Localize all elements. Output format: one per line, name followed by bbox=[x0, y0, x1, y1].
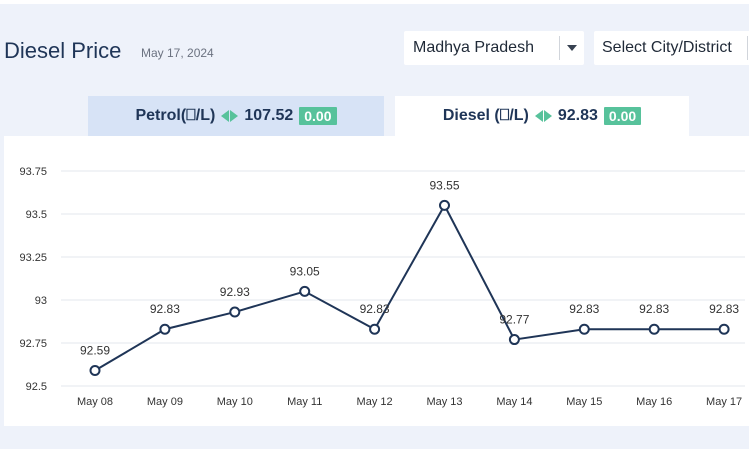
x-tick-label: May 12 bbox=[357, 396, 393, 408]
data-point bbox=[508, 334, 520, 346]
y-tick-label: 93.25 bbox=[19, 252, 47, 264]
x-tick-label: May 08 bbox=[77, 396, 113, 408]
x-tick-label: May 09 bbox=[147, 396, 183, 408]
city-select-placeholder: Select City/District bbox=[602, 39, 732, 56]
data-label: 92.93 bbox=[220, 285, 250, 299]
data-point bbox=[89, 365, 101, 377]
x-tick-label: May 13 bbox=[426, 396, 462, 408]
top-divider bbox=[0, 0, 749, 4]
tab-diesel-label: Diesel (⎕/L) bbox=[442, 107, 529, 124]
tab-petrol[interactable]: Petrol(⎕/L) 107.52 0.00 bbox=[88, 96, 384, 136]
data-label: 92.83 bbox=[150, 302, 180, 316]
data-point bbox=[299, 285, 311, 297]
data-label: 92.77 bbox=[499, 313, 529, 327]
price-date: May 17, 2024 bbox=[141, 46, 214, 60]
data-point bbox=[369, 323, 381, 335]
page-title: Diesel Price bbox=[4, 38, 122, 63]
data-label: 92.83 bbox=[709, 302, 739, 316]
price-change-arrows-icon bbox=[534, 110, 552, 122]
price-change-arrows-icon bbox=[221, 110, 239, 122]
tab-petrol-change-badge: 0.00 bbox=[299, 107, 337, 125]
price-line-chart: 92.5 92.75 93 93.25 93.5 93.75 May 08 May 09 May… bbox=[19, 166, 745, 408]
y-tick-label: 92.5 bbox=[26, 381, 47, 393]
data-point bbox=[648, 323, 660, 335]
data-point bbox=[578, 323, 590, 335]
chart-panel: 92.5 92.75 93 93.25 93.5 93.75 May 08 May 09 May… bbox=[4, 136, 749, 426]
x-tick-label: May 10 bbox=[217, 396, 253, 408]
city-select[interactable]: Select City/District bbox=[594, 31, 749, 65]
data-label: 92.83 bbox=[569, 302, 599, 316]
y-tick-label: 93.75 bbox=[19, 166, 47, 178]
data-label: 92.83 bbox=[360, 302, 390, 316]
bottom-band bbox=[0, 426, 749, 449]
data-point bbox=[718, 323, 730, 335]
data-point bbox=[439, 199, 450, 211]
tab-petrol-label: Petrol(⎕/L) bbox=[135, 107, 216, 124]
select-separator bbox=[747, 36, 748, 60]
data-point bbox=[159, 323, 171, 335]
y-tick-label: 93 bbox=[35, 295, 47, 307]
x-tick-label: May 11 bbox=[287, 396, 322, 408]
y-tick-label: 92.75 bbox=[19, 338, 47, 350]
x-tick-label: May 15 bbox=[566, 396, 602, 408]
state-select-value: Madhya Pradesh bbox=[413, 39, 534, 56]
y-tick-label: 93.5 bbox=[26, 209, 47, 221]
data-label: 93.55 bbox=[429, 178, 459, 192]
select-separator bbox=[559, 36, 560, 60]
x-tick-label: May 17 bbox=[706, 396, 742, 408]
data-label: 93.05 bbox=[290, 264, 320, 278]
x-tick-label: May 14 bbox=[496, 396, 532, 408]
chevron-down-icon[interactable] bbox=[567, 45, 577, 51]
data-label: 92.83 bbox=[639, 302, 669, 316]
tab-diesel-price: 92.83 bbox=[557, 107, 598, 124]
tab-diesel-change-badge: 0.00 bbox=[603, 107, 642, 125]
top-bar bbox=[0, 0, 749, 16]
tab-diesel[interactable]: Diesel (⎕/L) 92.83 0.00 bbox=[395, 96, 689, 136]
data-point bbox=[229, 306, 241, 318]
x-tick-label: May 16 bbox=[636, 396, 672, 408]
state-select[interactable]: Madhya Pradesh bbox=[404, 31, 584, 65]
data-label: 92.59 bbox=[80, 344, 110, 358]
series-line bbox=[94, 203, 725, 372]
tab-petrol-price: 107.52 bbox=[244, 107, 294, 124]
